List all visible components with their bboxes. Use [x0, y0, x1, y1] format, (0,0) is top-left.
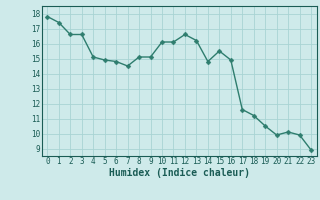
X-axis label: Humidex (Indice chaleur): Humidex (Indice chaleur) [109, 168, 250, 178]
